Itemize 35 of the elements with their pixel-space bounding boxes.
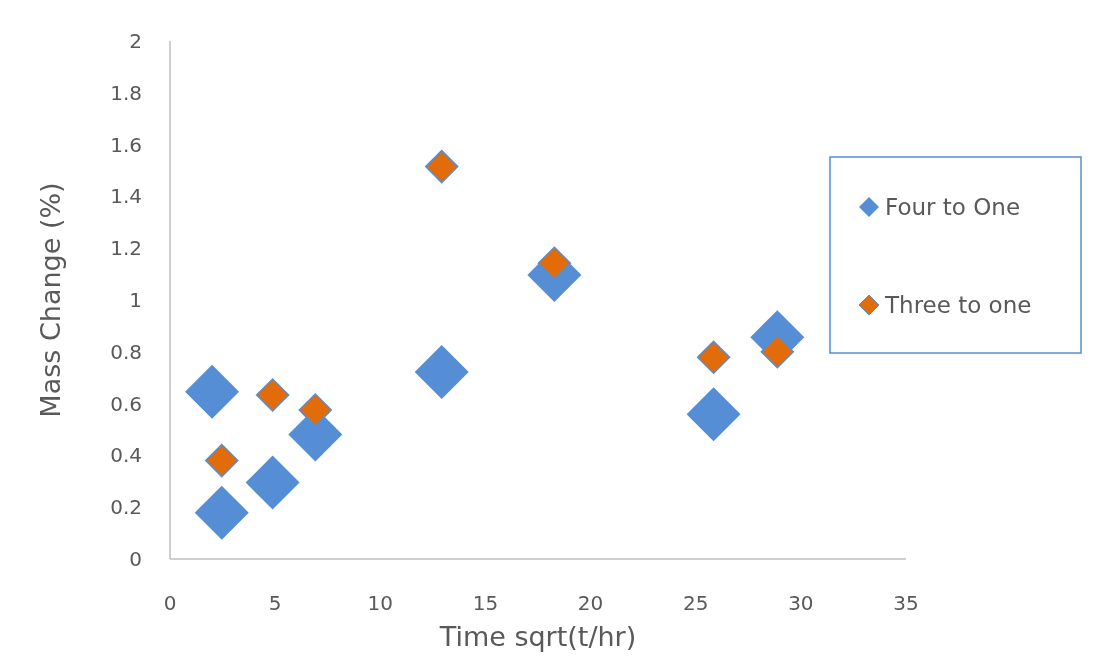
x-tick-label: 10 [367,591,394,615]
y-tick-label: 0 [129,547,142,571]
point [686,387,741,442]
point [245,455,300,510]
x-tick-label: 25 [682,591,709,615]
y-tick-label: 1.2 [110,236,142,261]
y-tick-label: 2 [129,29,142,53]
y-tick-label: 1.6 [110,132,142,157]
x-tick-label: 20 [577,591,604,615]
y-axis-title: Mass Change (%) [34,182,66,418]
legend-label: Three to one [884,292,1032,318]
y-tick-label: 1 [129,288,142,312]
y-tick-label: 0.2 [110,495,142,520]
point [760,335,795,369]
x-tick-label: 35 [893,591,919,615]
point [185,364,240,419]
x-tick-label: 0 [163,591,177,615]
point [696,340,731,374]
y-tick-label: 0.6 [110,391,142,416]
x-tick-label: 15 [472,591,499,615]
x-axis-title: Time sqrt(t/hr) [438,620,637,652]
point [204,443,239,478]
point [424,149,459,184]
point [255,378,290,412]
y-tick-label: 1.4 [110,184,142,209]
point [194,485,249,540]
x-tick-label: 5 [268,591,282,615]
y-tick-label: 1.8 [110,80,142,105]
y-tick-label: 0.8 [110,339,142,364]
point [537,246,572,280]
point [298,393,333,427]
y-tick-label: 0.4 [110,443,142,468]
point [414,345,469,399]
legend-label: Four to One [885,194,1021,220]
x-tick-label: 30 [788,591,814,615]
